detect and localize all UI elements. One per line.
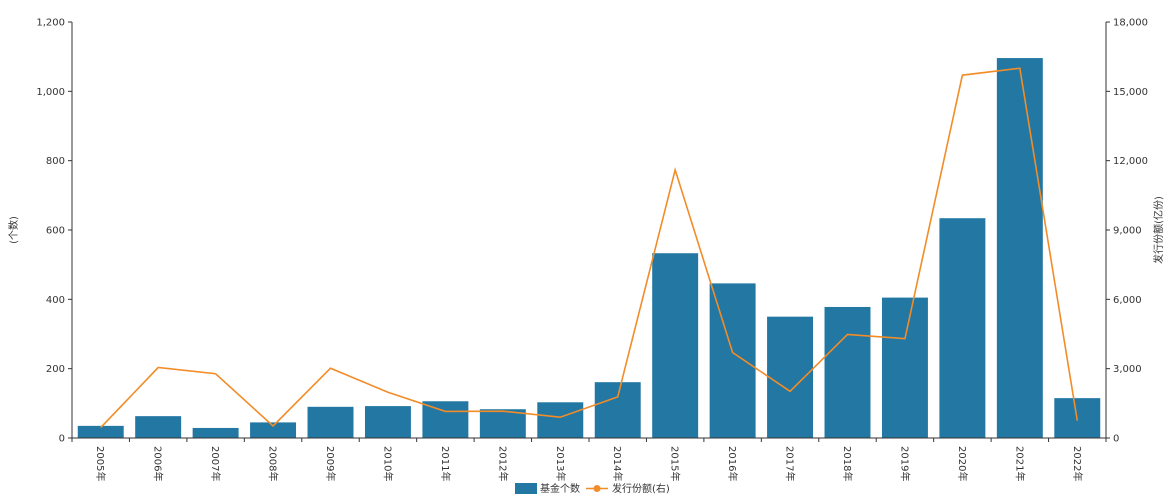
legend: 基金个数 发行份额(右) bbox=[515, 482, 670, 495]
bar-series-fund-count bbox=[77, 58, 1101, 438]
bar-2011年 bbox=[422, 401, 469, 438]
bar-2008年 bbox=[250, 422, 297, 438]
line-series-issuance bbox=[100, 67, 1079, 429]
right-tick-label: 15,000 bbox=[1113, 87, 1148, 98]
bar-2020年 bbox=[939, 218, 986, 438]
bar-2018年 bbox=[824, 306, 871, 438]
left-tick-label: 1,000 bbox=[36, 87, 65, 98]
right-tick-label: 0 bbox=[1113, 434, 1119, 445]
legend-label-fund-count: 基金个数 bbox=[540, 482, 580, 495]
x-tick-label: 2008年 bbox=[267, 446, 280, 481]
left-tick-label: 600 bbox=[46, 226, 65, 237]
x-tick-label: 2017年 bbox=[784, 446, 797, 481]
x-tick-label: 2010年 bbox=[381, 446, 394, 481]
right-tick-label: 18,000 bbox=[1113, 18, 1148, 29]
y-axis-left-title: (个数) bbox=[7, 216, 20, 244]
legend-swatch-fund-count bbox=[515, 483, 537, 494]
bar-2012年 bbox=[479, 409, 526, 438]
legend-marker-issuance bbox=[593, 485, 601, 492]
legend-label-issuance: 发行份额(右) bbox=[612, 482, 670, 495]
x-tick-label: 2022年 bbox=[1071, 446, 1084, 481]
x-tick-label: 2005年 bbox=[94, 446, 107, 481]
bar-2013年 bbox=[537, 402, 584, 438]
x-tick-label: 2021年 bbox=[1013, 446, 1026, 481]
x-tick-label: 2006年 bbox=[152, 446, 165, 481]
x-tick-label: 2007年 bbox=[209, 446, 222, 481]
left-tick-label: 0 bbox=[59, 434, 65, 445]
right-tick-label: 9,000 bbox=[1113, 226, 1142, 237]
bar-2009年 bbox=[307, 406, 354, 438]
right-tick-label: 3,000 bbox=[1113, 364, 1142, 375]
left-tick-label: 200 bbox=[46, 364, 65, 375]
bar-2014年 bbox=[594, 382, 641, 438]
x-tick-label: 2015年 bbox=[669, 446, 682, 481]
x-tick-label: 2020年 bbox=[956, 446, 969, 481]
x-tick-label: 2009年 bbox=[324, 446, 337, 481]
right-axis-ticks: 0 3,000 6,000 9,000 12,000 15,000 18,000 bbox=[1106, 18, 1148, 445]
bar-2007年 bbox=[192, 427, 239, 438]
x-tick-label: 2011年 bbox=[439, 446, 452, 481]
bar-2016年 bbox=[709, 283, 756, 438]
right-tick-label: 12,000 bbox=[1113, 156, 1148, 167]
bar-2015年 bbox=[652, 253, 699, 438]
x-tick-label: 2016年 bbox=[726, 446, 739, 481]
bar-2005年 bbox=[77, 425, 124, 438]
x-axis-ticks: 2005年 2006年 2007年 2008年 2009年 2010年 2011年 2012年… bbox=[71, 438, 1107, 481]
x-tick-label: 2014年 bbox=[611, 446, 624, 481]
left-tick-label: 400 bbox=[46, 295, 65, 306]
bar-2006年 bbox=[135, 416, 182, 438]
x-tick-label: 2019年 bbox=[898, 446, 911, 481]
bar-2017年 bbox=[767, 316, 814, 438]
left-tick-label: 800 bbox=[46, 156, 65, 167]
left-axis-ticks: 0 200 400 600 800 1,000 1,200 bbox=[36, 18, 72, 445]
x-tick-label: 2018年 bbox=[841, 446, 854, 481]
x-tick-label: 2013年 bbox=[554, 446, 567, 481]
x-tick-label: 2012年 bbox=[496, 446, 509, 481]
right-tick-label: 6,000 bbox=[1113, 295, 1142, 306]
y-axis-right-title: 发行份额(亿份) bbox=[1152, 196, 1165, 264]
bar-2010年 bbox=[364, 406, 411, 438]
bar-2019年 bbox=[881, 297, 928, 438]
bar-2021年 bbox=[996, 58, 1043, 438]
left-tick-label: 1,200 bbox=[36, 18, 65, 29]
